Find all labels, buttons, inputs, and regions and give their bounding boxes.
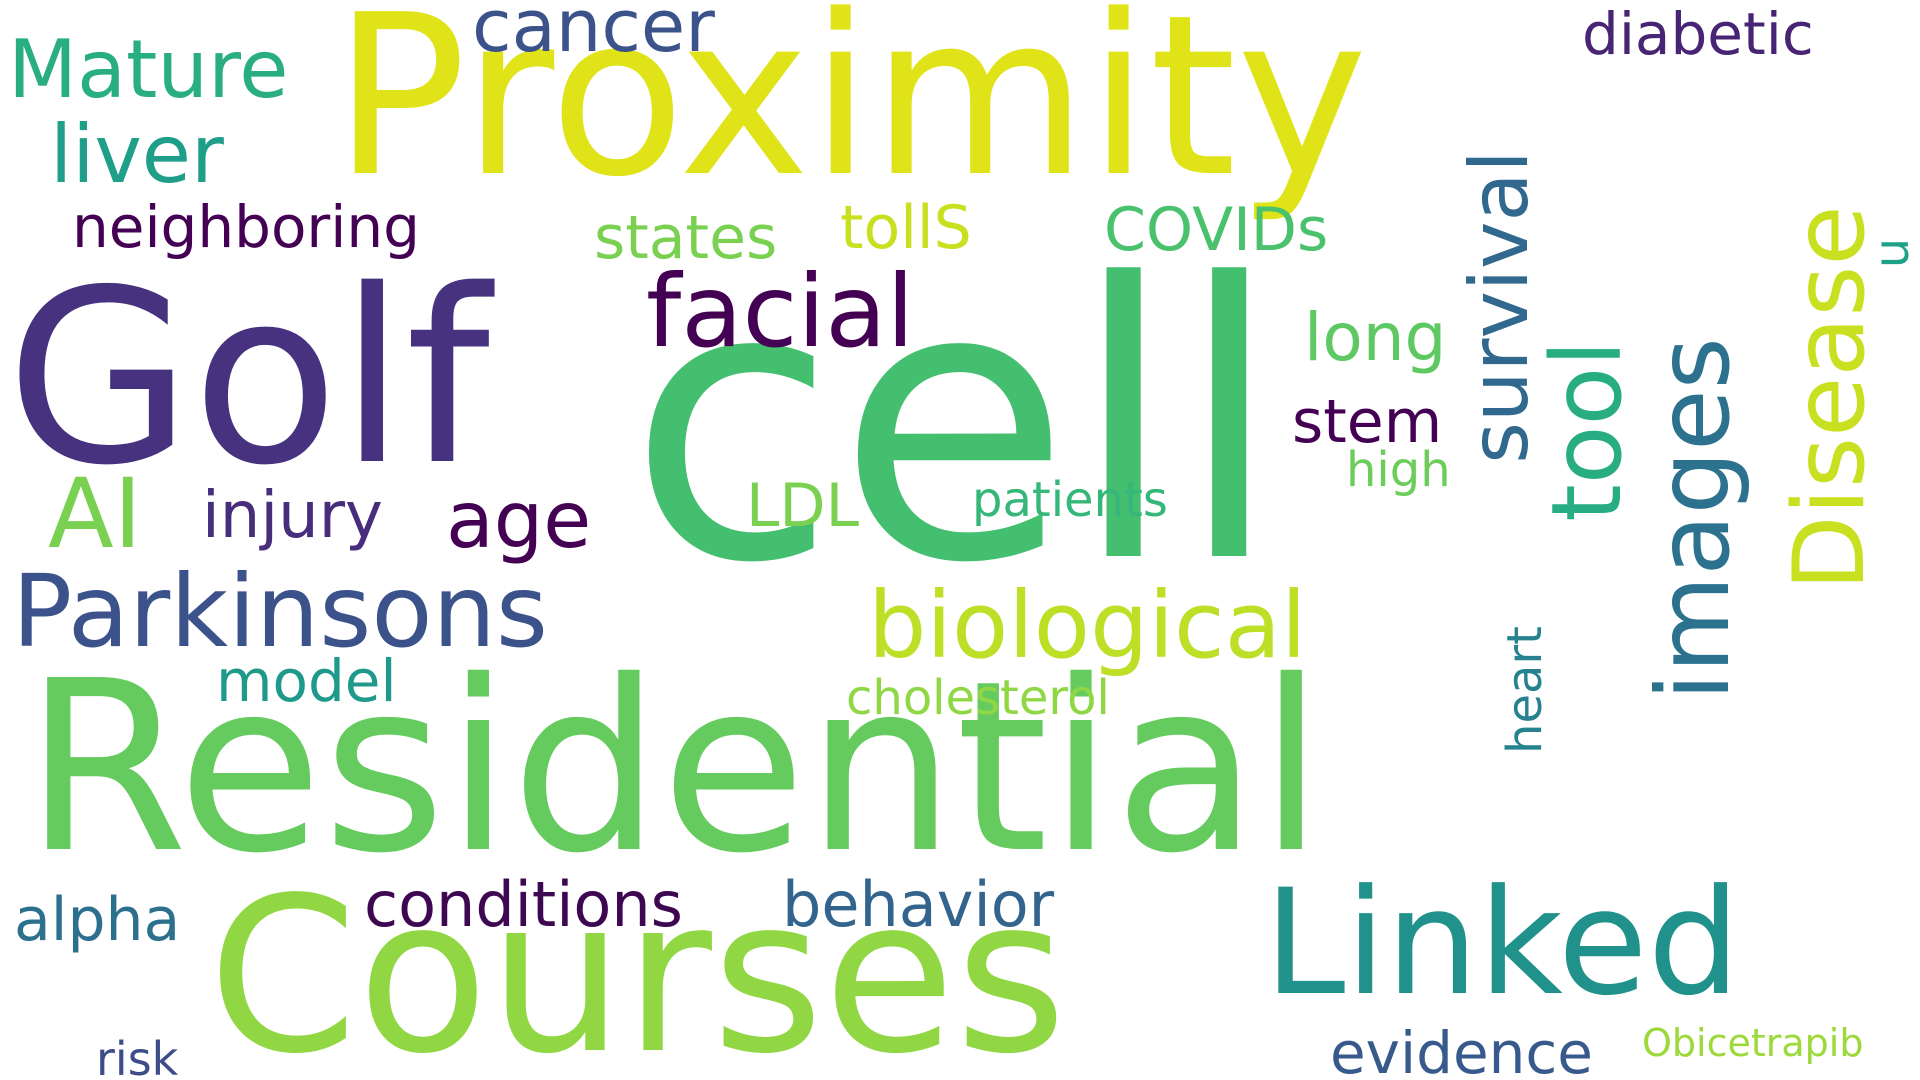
word-stem: stem [1292,387,1443,457]
word-neighboring: neighboring [72,193,420,261]
word-mature: Mature [8,23,289,116]
word-tolls: tollS [840,193,972,263]
word-model: model [216,647,397,715]
word-u: u [1864,237,1920,269]
word-risk: risk [96,1032,179,1080]
word-evidence: evidence [1330,1019,1593,1080]
word-parkinsons: Parkinsons [12,553,549,670]
word-proximity: Proximity [333,0,1368,226]
word-survival: survival [1453,150,1546,464]
word-cholesterol: cholesterol [846,670,1110,726]
word-conditions: conditions [364,868,683,941]
word-age: age [446,476,592,566]
word-cell: cell [628,203,1282,646]
word-injury: injury [202,479,383,553]
word-states: states [594,203,778,273]
word-images: images [1635,337,1752,701]
word-courses: Courses [208,852,1067,1080]
word-heart: heart [1497,626,1553,754]
word-ai: AI [48,458,142,570]
word-cancer: cancer [472,0,715,68]
word-facial: facial [646,253,915,370]
word-tool: tool [1531,340,1643,522]
word-obicetrapib: Obicetrapib [1642,1021,1864,1065]
word-behavior: behavior [782,868,1055,941]
word-biological: biological [868,572,1307,679]
word-patients: patients [972,472,1168,528]
word-alpha: alpha [14,885,181,955]
word-linked: Linked [1264,858,1741,1028]
word-residential: Residential [24,630,1324,905]
word-liver: liver [50,108,224,201]
word-diabetic: diabetic [1582,0,1814,68]
word-high: high [1346,442,1451,498]
word-ldl: LDL [746,471,860,541]
word-long: long [1304,299,1447,376]
word-golf: Golf [6,238,490,518]
word-covids: COVIDs [1104,195,1329,265]
